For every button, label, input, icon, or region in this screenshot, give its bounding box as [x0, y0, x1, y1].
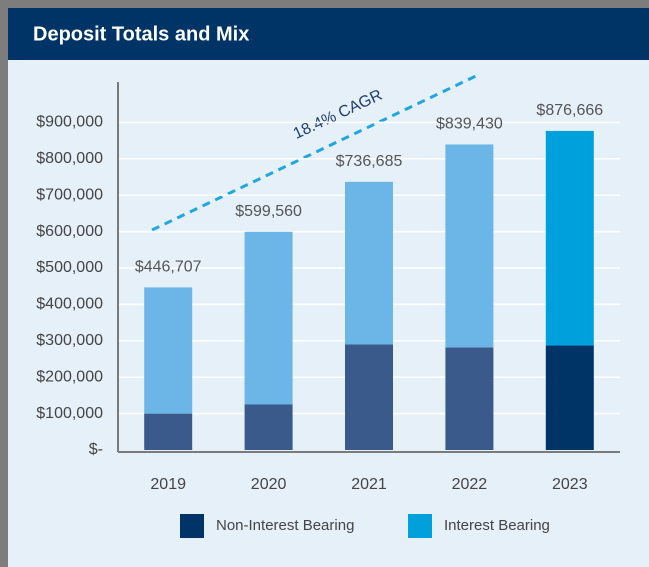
bar-segment: [244, 404, 293, 450]
bar-segment: [445, 144, 494, 348]
bar-segment: [144, 287, 193, 414]
legend-swatch: [408, 514, 432, 538]
chart-title: Deposit Totals and Mix: [33, 23, 249, 45]
y-tick-label: $200,000: [36, 368, 103, 385]
y-tick-label: $700,000: [36, 186, 103, 203]
y-tick-label: $900,000: [36, 114, 103, 131]
legend-swatch: [180, 514, 204, 538]
total-label: $839,430: [436, 116, 503, 133]
y-tick-label: $100,000: [36, 405, 103, 422]
legend-label: Non-Interest Bearing: [216, 517, 354, 534]
total-label: $599,560: [235, 203, 302, 220]
bar-segment: [244, 231, 293, 405]
y-tick-label: $800,000: [36, 150, 103, 167]
bar-segment: [445, 347, 494, 450]
y-tick-label: $400,000: [36, 296, 103, 313]
total-label: $736,685: [336, 153, 403, 170]
bar-segment: [345, 181, 393, 345]
x-tick-label: 2023: [552, 476, 588, 493]
y-tick-label: $500,000: [36, 259, 103, 276]
bar-segment: [545, 345, 594, 450]
x-tick-label: 2022: [452, 476, 488, 493]
total-label: $446,707: [135, 259, 202, 276]
header-bar: [8, 8, 649, 60]
y-tick-label: $600,000: [36, 223, 103, 240]
x-tick-label: 2020: [251, 476, 287, 493]
x-tick-label: 2019: [150, 476, 186, 493]
bar-segment: [545, 130, 594, 346]
cagr-line: [151, 73, 479, 232]
legend-label: Interest Bearing: [444, 517, 550, 534]
y-tick-label: $-: [89, 441, 103, 458]
bar-segment: [345, 344, 393, 450]
x-tick-label: 2021: [351, 476, 387, 493]
y-tick-label: $300,000: [36, 332, 103, 349]
bar-segment: [144, 413, 193, 450]
total-label: $876,666: [536, 102, 603, 119]
